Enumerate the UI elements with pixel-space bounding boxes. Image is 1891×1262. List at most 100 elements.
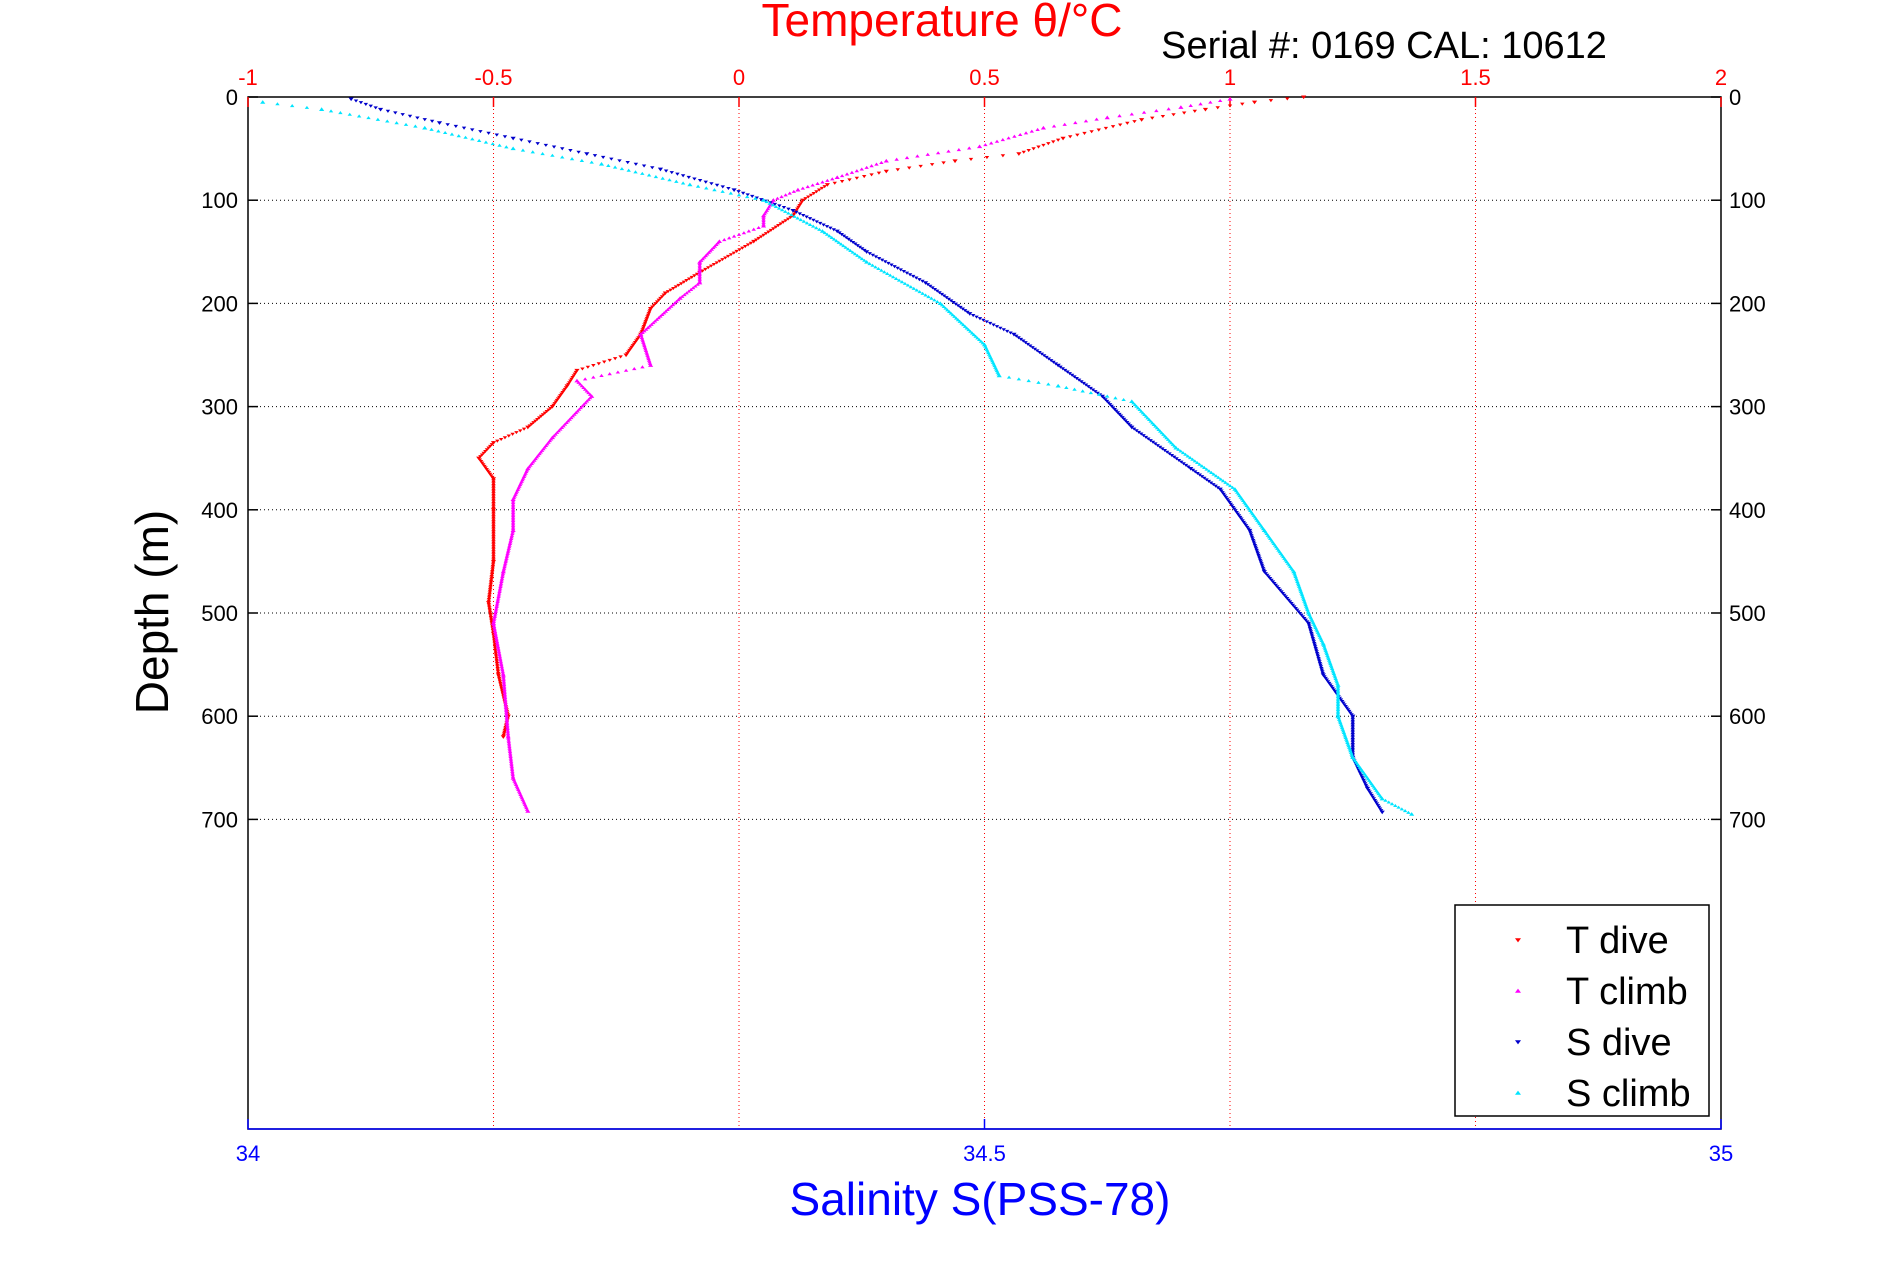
data-point xyxy=(1298,589,1304,593)
data-point xyxy=(1302,599,1307,603)
data-point xyxy=(1192,109,1198,113)
data-point xyxy=(1208,481,1214,485)
data-point xyxy=(596,362,601,366)
data-point xyxy=(734,249,739,254)
data-point xyxy=(591,364,596,368)
data-point xyxy=(1274,585,1280,589)
data-point xyxy=(508,759,514,763)
data-point xyxy=(1215,106,1220,110)
data-point xyxy=(498,437,504,442)
data-point xyxy=(487,588,493,592)
data-point xyxy=(487,607,492,611)
data-point xyxy=(834,175,840,180)
data-point xyxy=(510,499,516,503)
data-point xyxy=(510,774,516,778)
data-point xyxy=(1190,457,1195,461)
legend-label: S climb xyxy=(1566,1073,1691,1115)
data-point xyxy=(756,225,761,230)
data-point xyxy=(488,616,494,620)
data-point xyxy=(1120,416,1125,420)
data-point xyxy=(488,584,493,588)
data-point xyxy=(503,705,509,709)
data-point xyxy=(304,105,310,109)
data-point xyxy=(1255,552,1261,556)
data-point xyxy=(1129,112,1134,116)
data-point xyxy=(1178,105,1184,109)
data-point xyxy=(1350,729,1355,733)
data-point xyxy=(1117,123,1123,127)
data-point xyxy=(1310,636,1316,641)
data-point xyxy=(1249,534,1254,538)
data-point xyxy=(1197,473,1202,477)
data-point xyxy=(905,283,911,287)
data-point xyxy=(570,376,575,380)
data-point xyxy=(661,311,667,315)
data-point xyxy=(1293,574,1298,578)
data-point xyxy=(1121,417,1127,421)
data-point xyxy=(491,490,496,494)
data-point xyxy=(626,168,631,172)
data-point xyxy=(930,286,935,290)
data-point xyxy=(1332,673,1337,677)
data-point xyxy=(510,520,516,524)
data-point xyxy=(920,291,925,295)
data-point xyxy=(1348,711,1353,715)
data-point xyxy=(319,107,325,111)
data-point xyxy=(506,741,512,745)
data-point xyxy=(507,743,512,747)
data-point xyxy=(1247,528,1253,533)
data-point xyxy=(436,121,443,125)
data-point xyxy=(1350,716,1355,720)
data-point xyxy=(486,131,491,135)
data-point xyxy=(776,224,781,228)
data-point xyxy=(950,313,955,317)
data-point xyxy=(1359,774,1364,778)
data-point xyxy=(1260,567,1266,571)
data-point xyxy=(1259,562,1264,566)
data-point xyxy=(1325,680,1331,684)
data-point xyxy=(697,273,702,277)
data-point xyxy=(519,138,524,142)
data-point xyxy=(546,408,551,412)
data-point xyxy=(795,216,800,220)
data-point xyxy=(1409,812,1415,816)
data-point xyxy=(1199,464,1205,468)
data-point xyxy=(855,244,860,248)
data-point xyxy=(763,232,769,236)
data-point xyxy=(779,208,785,212)
data-point xyxy=(962,309,968,313)
data-point xyxy=(750,194,755,198)
data-point xyxy=(961,323,966,327)
data-point xyxy=(1230,506,1236,510)
data-point xyxy=(1243,524,1249,528)
data-point xyxy=(814,226,819,230)
data-point xyxy=(501,732,507,736)
data-point xyxy=(510,773,515,777)
depth-tick-label-left: 200 xyxy=(201,291,238,316)
data-point xyxy=(1029,129,1035,133)
data-point xyxy=(574,368,580,373)
data-point xyxy=(1114,409,1119,413)
data-point xyxy=(697,265,702,269)
data-point xyxy=(495,673,502,677)
data-point xyxy=(1154,109,1159,113)
data-point xyxy=(645,313,651,317)
data-point xyxy=(941,294,947,298)
data-point xyxy=(841,244,846,248)
data-point xyxy=(1150,116,1155,120)
data-point xyxy=(790,208,796,213)
data-point xyxy=(403,122,409,126)
data-point xyxy=(1141,110,1147,114)
data-point xyxy=(899,280,905,284)
legend-marker xyxy=(1515,988,1521,993)
data-point xyxy=(680,294,685,298)
data-point xyxy=(948,311,954,315)
data-point xyxy=(647,310,652,314)
data-point xyxy=(652,319,658,323)
data-point xyxy=(935,151,941,155)
data-point xyxy=(492,642,497,646)
data-point xyxy=(1090,388,1096,392)
data-point xyxy=(1324,678,1330,682)
data-point xyxy=(496,596,501,600)
data-point xyxy=(1337,719,1342,723)
